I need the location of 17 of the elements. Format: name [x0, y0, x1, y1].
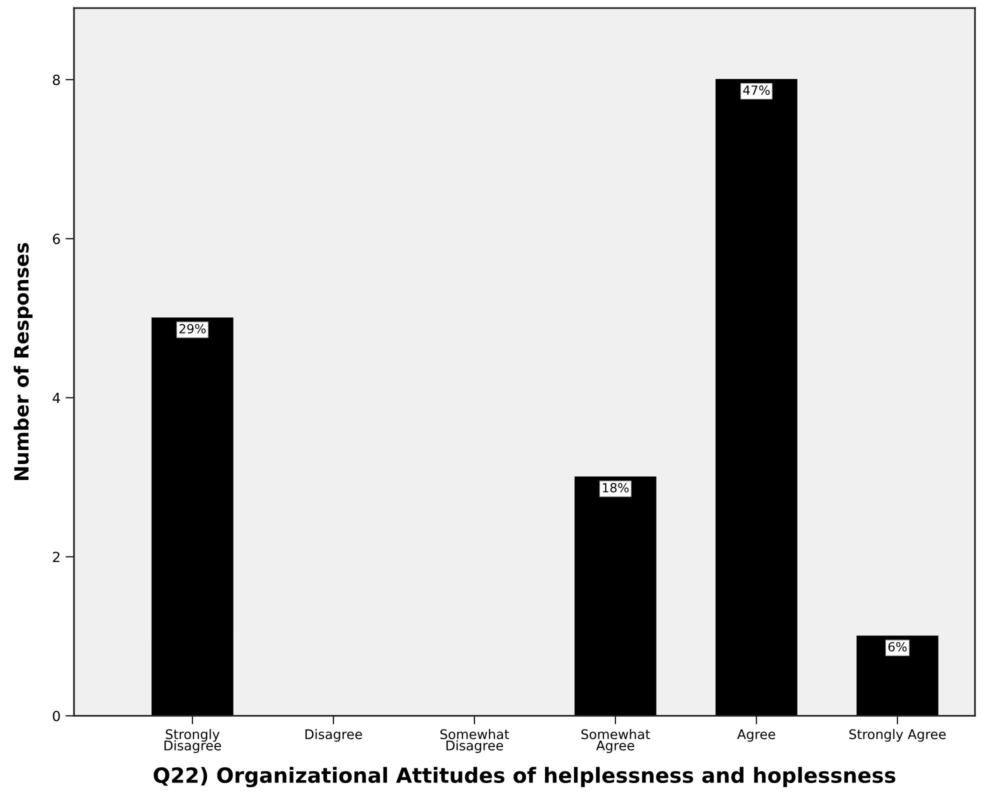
annotation: 47%	[743, 85, 770, 95]
y-tick-label: 8	[52, 74, 60, 86]
y-tick-label: 2	[52, 552, 60, 562]
annotation: 18%	[602, 483, 629, 492]
annotation: 6%	[888, 642, 907, 652]
y-tick-label: 0	[52, 710, 60, 722]
x-tick-label: Agree	[737, 729, 776, 742]
x-tick-label: Strongly Agree	[849, 729, 946, 742]
annotation: 29%	[179, 324, 206, 334]
y-tick-label: 4	[52, 392, 60, 403]
x-tick-label: Strongly Disagree	[164, 729, 221, 754]
x-axis-title: Q22) Organizational Attitudes of helplessness and hoplessness	[154, 766, 896, 788]
x-tick-label: Somewhat Disagree	[440, 729, 510, 754]
y-tick-label: 6	[52, 234, 60, 244]
x-tick-label: Somewhat Agree	[581, 729, 650, 754]
x-tick-label: Disagree	[305, 729, 362, 742]
y-axis-title: Number of Responses	[14, 243, 33, 480]
